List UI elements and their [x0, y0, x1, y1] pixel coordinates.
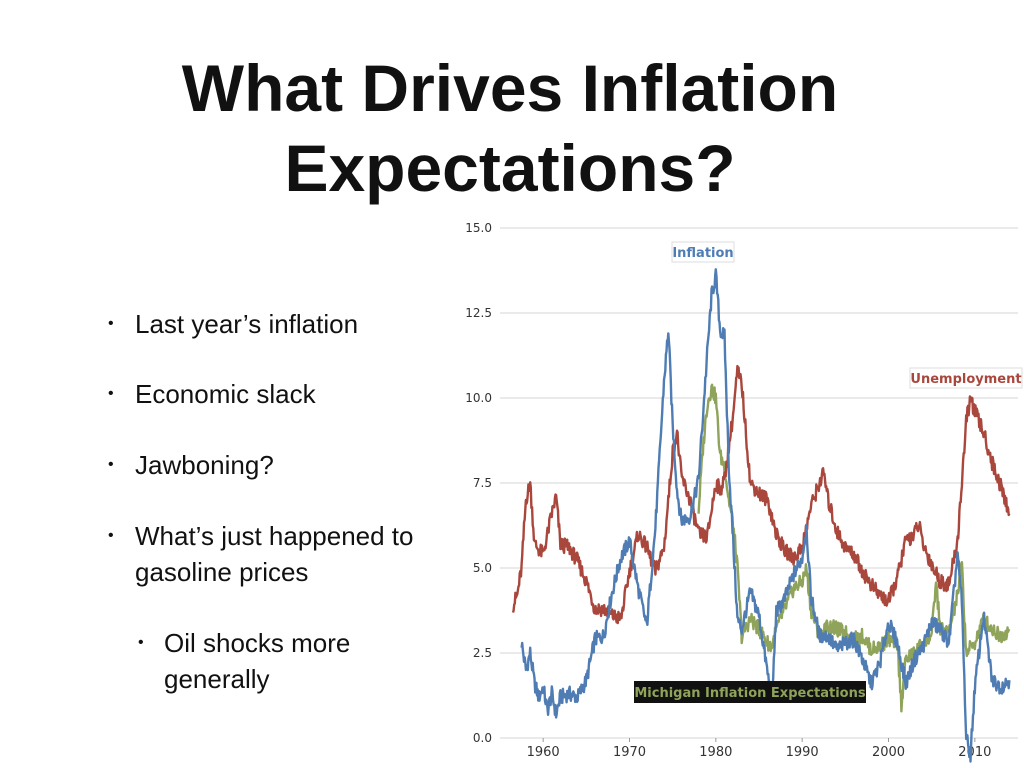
- bullet-dot-icon: •: [108, 527, 114, 544]
- bullet-text: Jawboning?: [135, 450, 274, 480]
- series-line-inflation: [520, 268, 1011, 763]
- svg-text:Michigan Inflation Expectation: Michigan Inflation Expectations: [634, 686, 865, 701]
- sub-bullet-text: Oil shocks more generally: [164, 628, 351, 694]
- annotation-labels: Inflation Unemployment Michigan Inflation …: [634, 241, 1023, 703]
- y-tick-label: 12.5: [465, 306, 492, 320]
- economic-chart: 0.0 2.5 5.0 7.5 10.0 12.5 15.0 1960 1970 1980 1990…: [465, 221, 1023, 763]
- svg-text:Inflation: Inflation: [672, 246, 733, 261]
- y-tick-label: 10.0: [465, 391, 492, 405]
- bullet-dot-icon: •: [108, 456, 114, 473]
- slide-title-line-1: What Drives Inflation: [181, 51, 839, 125]
- michigan-expectations-label: Michigan Inflation Expectations: [634, 681, 866, 703]
- grid: 0.0 2.5 5.0 7.5 10.0 12.5 15.0 1960 1970 1980 1990…: [465, 221, 1018, 760]
- series-line-unemployment: [511, 364, 1011, 625]
- inflation-label: Inflation: [671, 241, 735, 263]
- bullet-text: Last year’s inflation: [135, 309, 359, 339]
- x-tick-label: 1980: [699, 745, 732, 760]
- x-tick-label: 1960: [527, 745, 560, 760]
- slide-title-line-2: Expectations?: [284, 131, 736, 205]
- x-tick-label: 1970: [613, 745, 646, 760]
- slide-title: What Drives Inflation Expectations?: [150, 48, 870, 208]
- bullet-text: Economic slack: [135, 379, 316, 409]
- y-tick-label: 0.0: [473, 731, 492, 745]
- x-tick-label: 2000: [872, 745, 905, 760]
- svg-text:Unemployment: Unemployment: [910, 372, 1021, 387]
- bullet-dot-icon: •: [108, 385, 114, 402]
- x-tick-label: 2010: [958, 745, 991, 760]
- unemployment-label: Unemployment: [909, 367, 1023, 389]
- bullet-dot-icon: •: [138, 634, 144, 651]
- y-tick-label: 2.5: [473, 646, 492, 660]
- series-lines: [511, 268, 1011, 763]
- y-tick-label: 5.0: [473, 561, 492, 575]
- y-tick-label: 15.0: [465, 221, 492, 235]
- bullet-dot-icon: •: [108, 315, 114, 332]
- x-tick-label: 1990: [786, 745, 819, 760]
- bullet-text: What’s just happened to gasoline prices: [135, 521, 414, 587]
- y-tick-label: 7.5: [473, 476, 492, 490]
